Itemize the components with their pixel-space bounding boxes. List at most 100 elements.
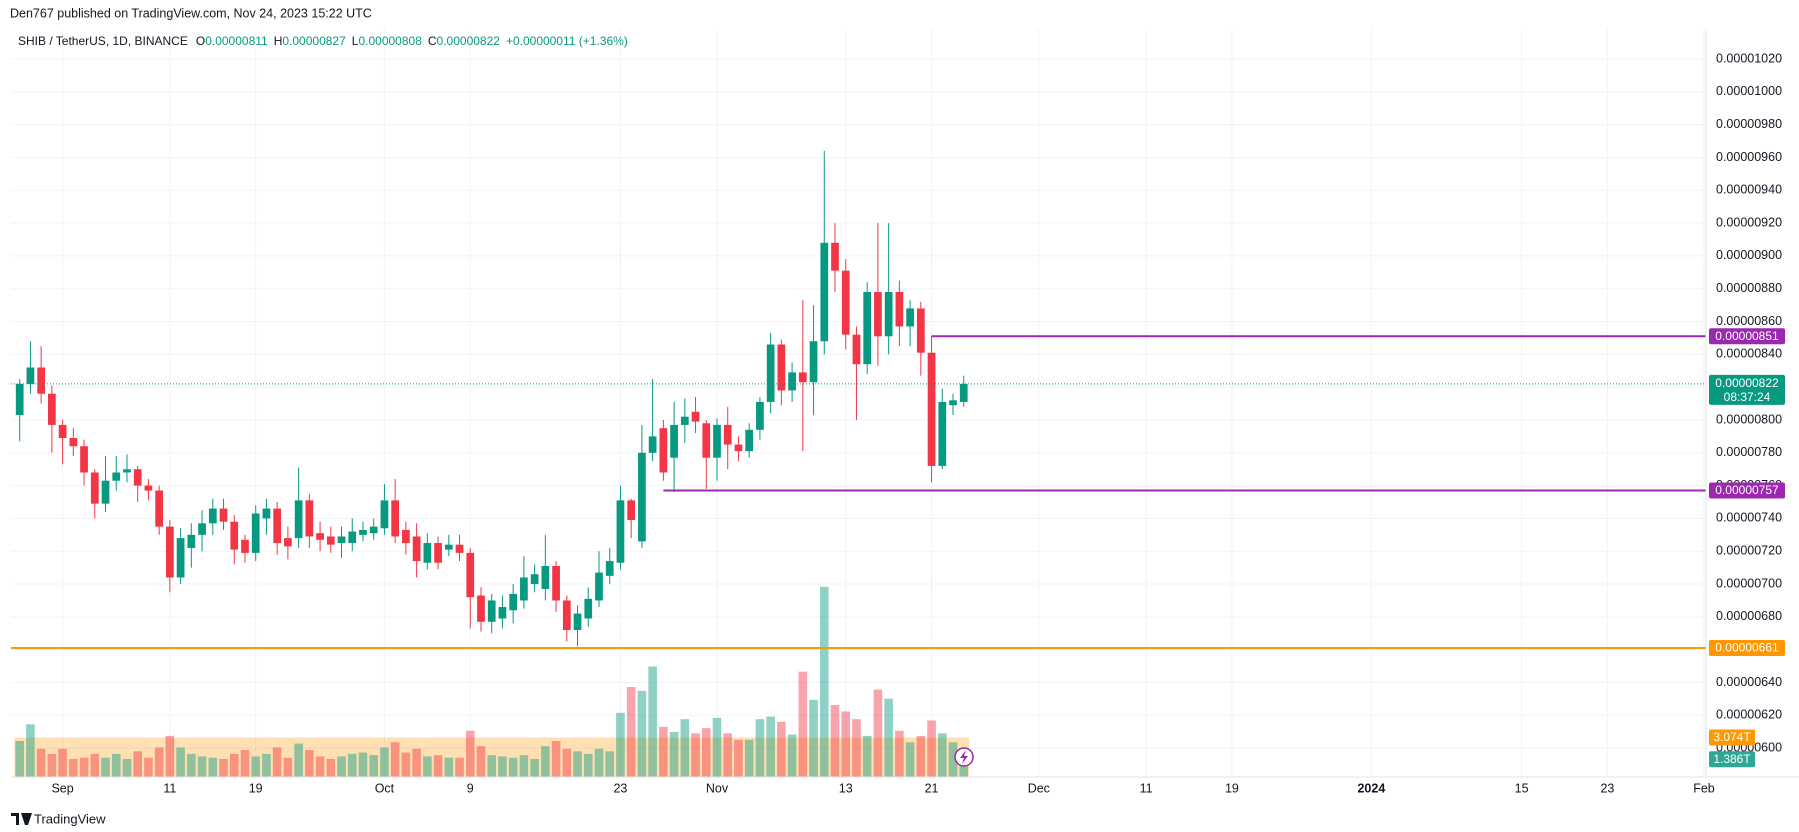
candle-body [326, 536, 335, 545]
volume-bar [262, 753, 271, 777]
candle-body [798, 372, 807, 383]
legend-key: C [428, 34, 437, 48]
candle-body [284, 538, 292, 547]
candle-body [916, 308, 925, 353]
legend-key: O [196, 34, 205, 48]
volume-bar [562, 748, 572, 777]
candle-body [230, 521, 239, 550]
candle-body [444, 544, 453, 550]
volume-bar [583, 753, 593, 777]
candle-body [562, 600, 571, 630]
volume-bar [229, 753, 239, 777]
candle-body [670, 424, 678, 458]
price-label-box [1709, 328, 1785, 345]
candle-body [90, 472, 99, 504]
volume-bar [508, 757, 518, 777]
candle-body [852, 334, 861, 365]
candle-body [455, 544, 464, 553]
volume-bar [626, 687, 636, 777]
x-tick-label: Dec [1028, 781, 1050, 795]
x-tick-label: Feb [1693, 781, 1715, 795]
candle-body [541, 566, 550, 589]
price-label-box [1709, 640, 1785, 657]
volume-bar [90, 753, 100, 777]
legend-value: 0.00000827 [282, 34, 346, 48]
volume-bar [530, 759, 539, 777]
candle-body [756, 401, 764, 430]
volume-bar [669, 732, 679, 777]
x-tick-label: 11 [163, 781, 176, 795]
legend: SHIB / TetherUS, 1D, BINANCE O0.00000811 H… [18, 34, 628, 48]
candle-body [552, 566, 560, 601]
volume-bar [347, 753, 357, 777]
volume-bar [766, 716, 775, 777]
volume-bar [101, 757, 110, 777]
x-tick-label: Oct [375, 781, 395, 795]
volume-bar [380, 747, 389, 777]
volume-bar [337, 756, 346, 777]
candle-body [723, 424, 732, 445]
candle-body [187, 534, 196, 548]
volume-bar [455, 757, 464, 777]
volume-bar [358, 752, 368, 777]
candle-body [509, 593, 518, 611]
candle-body [412, 536, 421, 562]
price-label: 0.00000851 [1715, 329, 1779, 343]
volume-last-box [1709, 751, 1755, 768]
legend-value: 0.00000822 [437, 34, 501, 48]
y-tick-label: 0.00000700 [1716, 576, 1782, 590]
candle-body [498, 607, 507, 619]
volume-bar [691, 733, 700, 777]
price-label: 0.00000661 [1715, 641, 1779, 655]
volume-bar [734, 739, 743, 777]
volume-bar [272, 747, 282, 777]
volume-bar [541, 746, 550, 777]
last-price-label: 0.00000822 [1715, 376, 1779, 390]
candle-body [423, 543, 432, 563]
volume-bar [830, 705, 840, 777]
candle-body [713, 424, 721, 458]
volume-bar [648, 666, 657, 777]
candle-body [584, 598, 593, 619]
candle-body [627, 500, 636, 521]
volume-bar [69, 759, 78, 777]
y-tick-label: 0.00000680 [1716, 609, 1782, 623]
volume-bar [36, 748, 46, 777]
candle-body [788, 372, 796, 391]
volume-bar [305, 750, 314, 777]
y-tick-label: 0.00000840 [1716, 347, 1782, 361]
y-tick-label: 0.00000900 [1716, 248, 1782, 262]
candle-body [294, 500, 303, 539]
candle-body [359, 529, 367, 535]
candle-body [434, 543, 442, 563]
volume-bar [390, 742, 400, 777]
candle-body [37, 367, 46, 394]
candle-body [831, 242, 839, 271]
volume-bar [637, 690, 647, 777]
volume-bar [551, 741, 561, 777]
candle-body [777, 344, 786, 391]
x-tick-label: 2024 [1357, 781, 1385, 795]
volume-bar [401, 752, 411, 777]
x-tick-label: 11 [1140, 781, 1153, 795]
candle-body [133, 469, 142, 486]
legend-key: L [352, 34, 359, 48]
candle-body [241, 539, 249, 553]
candle-body [316, 533, 324, 540]
candle-body [605, 561, 614, 576]
candles [15, 150, 968, 647]
volume-bar [15, 741, 24, 777]
volume-bar [240, 750, 250, 777]
volume-bar [948, 742, 958, 777]
candle-body [927, 352, 936, 466]
candle-body [520, 577, 528, 601]
volume-bar [884, 698, 893, 777]
y-tick-label: 0.00000640 [1716, 675, 1782, 689]
price-labels: 0.00000851 0.00000757 0.00000661 0.00000822… [1709, 328, 1785, 768]
x-tick-label: 15 [1515, 781, 1529, 795]
volume-bar [369, 755, 378, 777]
y-tick-label: 0.00000860 [1716, 314, 1782, 328]
candle-body [702, 423, 711, 458]
